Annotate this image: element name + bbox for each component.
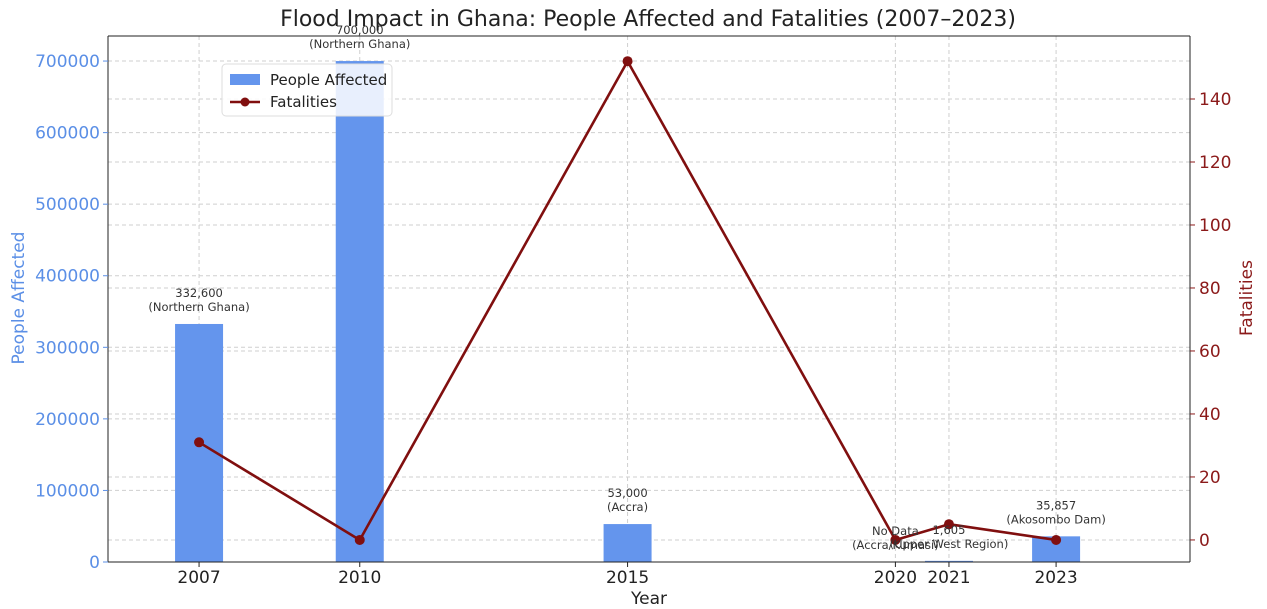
fatalities-point-2020 <box>890 534 901 545</box>
right-tick-label-0: 0 <box>1199 531 1210 551</box>
bar-annotation-value-2007: 332,600 <box>175 286 223 300</box>
x-tick-label-2015: 2015 <box>606 568 649 588</box>
fatalities-line <box>194 56 1062 545</box>
right-tick-label-40: 40 <box>1199 405 1221 425</box>
left-tick-label-200000: 200000 <box>35 410 100 430</box>
x-tick-label-2023: 2023 <box>1034 568 1077 588</box>
bar-annotation-value-2020: No Data <box>872 524 919 538</box>
legend-label-fatalities: Fatalities <box>270 93 337 111</box>
bar-annotation-value-2021: 1,605 <box>932 523 965 537</box>
left-tick-label-500000: 500000 <box>35 195 100 215</box>
bar-annotation-region-2010: (Northern Ghana) <box>309 37 410 51</box>
right-tick-label-20: 20 <box>1199 468 1221 488</box>
left-tick-label-300000: 300000 <box>35 338 100 358</box>
left-tick-label-0: 0 <box>89 553 100 573</box>
x-axis-label: Year <box>630 589 667 609</box>
x-tick-label-2010: 2010 <box>338 568 381 588</box>
legend-box <box>221 63 393 117</box>
x-tick-label-2007: 2007 <box>177 568 220 588</box>
left-axis-label: People Affected <box>9 232 29 365</box>
right-tick-label-80: 80 <box>1199 279 1221 299</box>
bars <box>175 61 1081 563</box>
fatalities-point-2010 <box>354 534 365 545</box>
left-tick-label-400000: 400000 <box>35 267 100 287</box>
right-axis-label: Fatalities <box>1237 260 1257 336</box>
legend-swatch-fatalities-marker <box>240 97 250 107</box>
bar-annotation-value-2023: 35,857 <box>1036 498 1076 512</box>
bar-annotation-region-2021: (Upper West Region) <box>890 537 1009 551</box>
axes: 0 100000 200000 300000 400000 500000 600000 700… <box>35 35 1231 588</box>
bar-2021 <box>924 560 973 562</box>
fatalities-polyline <box>198 59 1057 542</box>
x-tick-label-2021: 2021 <box>927 568 970 588</box>
bar-2010 <box>335 61 384 563</box>
left-tick-label-100000: 100000 <box>35 481 100 501</box>
bar-annotation-region-2007: (Northern Ghana) <box>148 300 249 314</box>
right-tick-label-60: 60 <box>1199 342 1221 362</box>
fatalities-point-2023 <box>1051 534 1062 545</box>
bar-annotation-region-2023: (Akosombo Dam) <box>1006 512 1105 526</box>
right-tick-label-120: 120 <box>1199 153 1231 173</box>
fatalities-point-2021 <box>943 519 954 530</box>
legend-swatch-people-affected <box>230 74 260 85</box>
chart-title: Flood Impact in Ghana: People Affected a… <box>280 7 1016 32</box>
fatalities-point-2015 <box>622 56 633 67</box>
left-tick-label-600000: 600000 <box>35 124 100 144</box>
bar-annotation-value-2015: 53,000 <box>607 486 647 500</box>
left-tick-label-700000: 700000 <box>35 52 100 72</box>
legend: People Affected Fatalities <box>221 63 393 117</box>
bar-annotation-region-2020: (Accra/Kumasi) <box>852 538 939 552</box>
bar-annotation-value-2010: 700,000 <box>336 23 384 37</box>
right-tick-label-100: 100 <box>1199 216 1231 236</box>
fatalities-point-2007 <box>194 437 205 448</box>
right-tick-label-140: 140 <box>1199 90 1231 110</box>
legend-label-people-affected: People Affected <box>270 71 387 89</box>
x-tick-label-2020: 2020 <box>874 568 917 588</box>
bar-annotations: 332,600(Northern Ghana)700,000(Northern … <box>148 23 1105 552</box>
bar-annotation-region-2015: (Accra) <box>607 500 648 514</box>
bar-2015 <box>603 524 652 562</box>
